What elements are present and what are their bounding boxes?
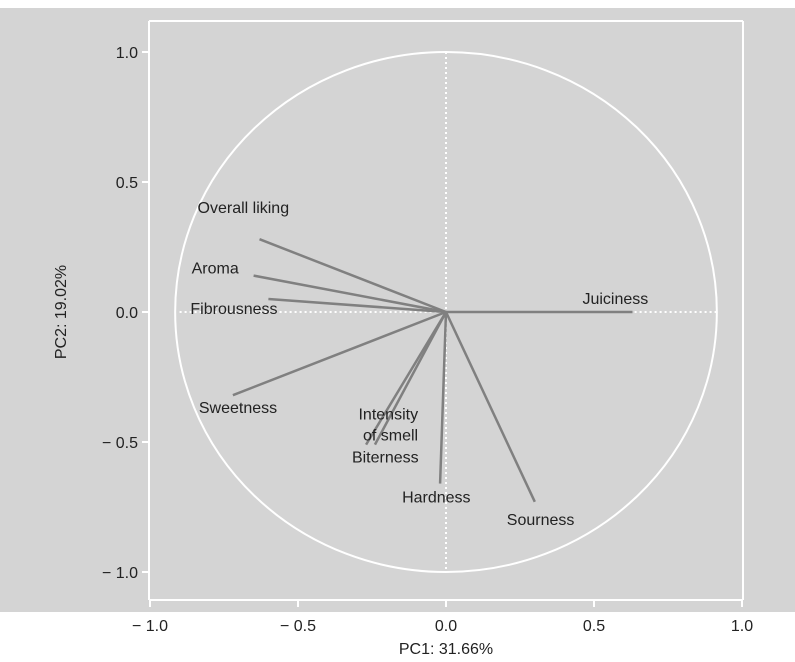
label-aroma: Aroma <box>192 261 239 278</box>
x-tick-label-4: 1.0 <box>731 618 753 635</box>
label-juiciness: Juiciness <box>582 291 648 308</box>
vector-fibrousness <box>268 297 447 314</box>
variable-labels: Overall liking Aroma Fibrousness Juiciness S… <box>190 200 648 529</box>
x-axis-title: PC1: 31.66% <box>399 641 493 658</box>
y-axis-title: PC2: 19.02% <box>53 265 70 359</box>
x-tick-label-0: − 1.0 <box>132 618 168 635</box>
axis-ticks: − 1.0 − 0.5 0.0 0.5 1.0 1.0 0.5 0.0 − 0.5 − 1.0 <box>102 45 753 635</box>
vector-sweetness <box>232 310 447 397</box>
vector-overall-liking <box>259 238 447 314</box>
y-tick-label-0: 1.0 <box>116 45 138 62</box>
y-tick-label-1: 0.5 <box>116 175 138 192</box>
correlation-circle <box>174 51 718 573</box>
label-sweetness: Sweetness <box>199 400 277 417</box>
vector-biterness <box>373 311 448 446</box>
plot-panel-background <box>0 8 795 612</box>
loading-vectors <box>232 238 633 503</box>
x-tick-label-1: − 0.5 <box>280 618 316 635</box>
y-tick-label-2: 0.0 <box>116 305 138 322</box>
label-fibrousness: Fibrousness <box>190 301 277 318</box>
label-hardness: Hardness <box>402 490 470 507</box>
vector-sourness <box>444 311 536 503</box>
x-tick-label-2: 0.0 <box>435 618 457 635</box>
vector-intensity-of-smell <box>365 311 448 446</box>
vector-hardness <box>438 311 448 484</box>
vector-aroma <box>253 274 447 314</box>
y-tick-label-4: − 1.0 <box>102 565 138 582</box>
y-tick-label-3: − 0.5 <box>102 435 138 452</box>
unit-circle <box>174 51 718 573</box>
label-sourness: Sourness <box>507 512 575 529</box>
label-intensity-of-smell: Intensity of smell <box>358 407 418 445</box>
x-tick-label-3: 0.5 <box>583 618 605 635</box>
label-overall-liking: Overall liking <box>198 200 290 217</box>
label-biterness: Biterness <box>352 450 419 467</box>
